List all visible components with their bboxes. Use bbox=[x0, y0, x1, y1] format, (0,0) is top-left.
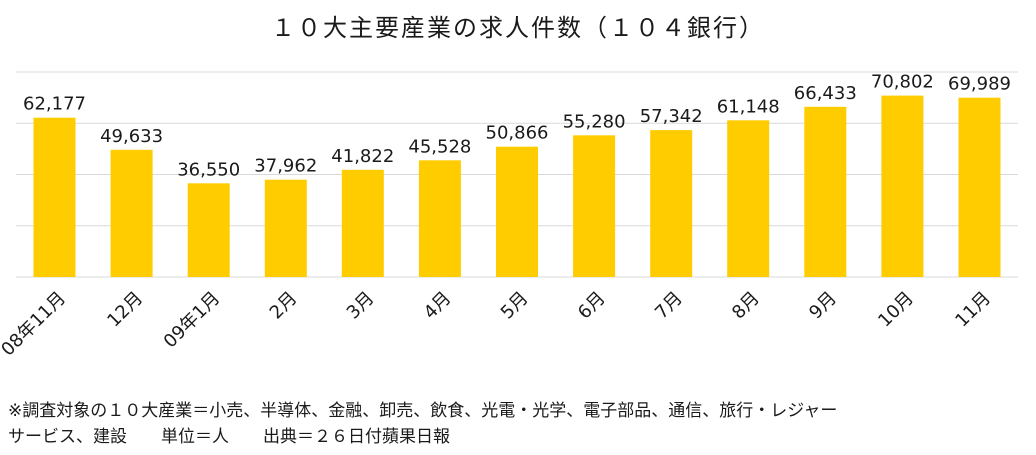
bar-chart: 62,177 49,633 36,550 37,962 41,822 45,528 50,8… bbox=[0, 71, 1018, 361]
data-label: 50,866 bbox=[486, 123, 549, 144]
data-label: 37,962 bbox=[254, 156, 317, 177]
footnote-unit: 単位＝人 bbox=[161, 427, 229, 447]
bar bbox=[881, 95, 924, 277]
bar bbox=[804, 106, 847, 277]
x-tick-label: 8月 bbox=[728, 288, 764, 324]
data-label: 69,989 bbox=[948, 74, 1011, 95]
data-label: 55,280 bbox=[563, 111, 626, 132]
chart-title: １０大主要産業の求人件数（１０４銀行） bbox=[271, 14, 765, 42]
data-label: 62,177 bbox=[23, 94, 86, 115]
data-label: 70,802 bbox=[871, 72, 934, 93]
bar bbox=[573, 135, 616, 277]
value-labels: 62,177 49,633 36,550 37,962 41,822 45,528 50,8… bbox=[23, 72, 1011, 181]
bar bbox=[264, 179, 307, 277]
footnote-source: 出典＝２６日付蘋果日報 bbox=[263, 427, 450, 447]
bar bbox=[110, 149, 153, 277]
x-tick-label: 6月 bbox=[574, 288, 610, 324]
data-label: 57,342 bbox=[640, 106, 703, 127]
x-axis: 08年11月 12月 09年1月 2月 3月 4月 5月 6月 7月 8月 9月 10月 11月 bbox=[0, 288, 995, 361]
footnote-line-1: ※調査対象の１０大産業＝小売、半導体、金融、卸売、飲食、光電・光学、電子部品、通… bbox=[8, 401, 838, 421]
bar bbox=[187, 183, 230, 277]
x-tick-label: 09年1月 bbox=[160, 288, 225, 353]
footnote-industries-cont: サービス、建設 bbox=[8, 427, 127, 447]
data-label: 45,528 bbox=[408, 136, 471, 157]
bar bbox=[341, 169, 384, 277]
x-tick-label: 2月 bbox=[266, 288, 302, 324]
data-label: 66,433 bbox=[794, 83, 857, 104]
bar bbox=[650, 130, 693, 277]
x-tick-label: 7月 bbox=[651, 288, 687, 324]
bar bbox=[418, 160, 461, 277]
footnote: ※調査対象の１０大産業＝小売、半導体、金融、卸売、飲食、光電・光学、電子部品、通… bbox=[8, 398, 837, 450]
x-tick-label: 5月 bbox=[497, 288, 533, 324]
bar bbox=[496, 146, 538, 277]
x-tick-label: 11月 bbox=[951, 288, 995, 332]
x-tick-label: 08年11月 bbox=[0, 288, 70, 361]
data-label: 61,148 bbox=[717, 96, 780, 117]
bar bbox=[958, 97, 1001, 277]
x-tick-label: 9月 bbox=[805, 288, 841, 324]
bars bbox=[33, 95, 1001, 277]
bar bbox=[727, 120, 770, 277]
data-label: 36,550 bbox=[177, 159, 240, 180]
bar bbox=[33, 117, 76, 277]
x-tick-label: 3月 bbox=[343, 288, 379, 324]
data-label: 41,822 bbox=[331, 146, 394, 167]
x-tick-label: 10月 bbox=[874, 288, 918, 332]
data-label: 49,633 bbox=[100, 126, 163, 147]
x-tick-label: 4月 bbox=[420, 288, 456, 324]
x-tick-label: 12月 bbox=[103, 288, 147, 332]
footnote-line-2: サービス、建設 単位＝人 出典＝２６日付蘋果日報 bbox=[8, 424, 837, 450]
